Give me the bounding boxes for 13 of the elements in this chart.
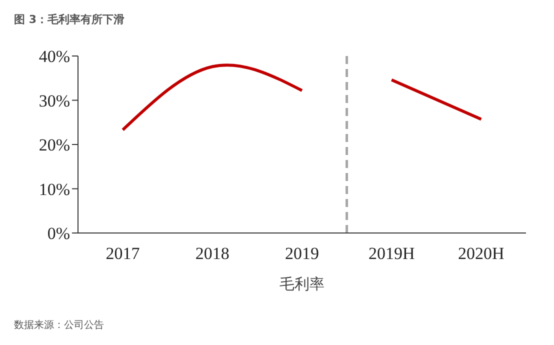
y-tick-label: 30% [38,91,70,110]
chart-title: 图 3：毛利率有所下滑 [14,12,124,27]
y-tick-label: 0% [47,224,70,244]
y-tick-label: 20% [38,136,70,155]
x-tick-label: 2019 [285,244,319,264]
x-tick-label: 2020H [458,244,504,264]
x-axis-title: 毛利率 [280,276,324,293]
x-tick-label: 2017 [106,244,140,264]
source-note: 数据来源：公司公告 [14,318,104,332]
x-tick-label: 2018 [195,244,230,264]
x-tick-label: 2019H [368,244,415,264]
y-tick-label: 40% [38,47,70,66]
y-tick-label: 10% [38,180,70,199]
